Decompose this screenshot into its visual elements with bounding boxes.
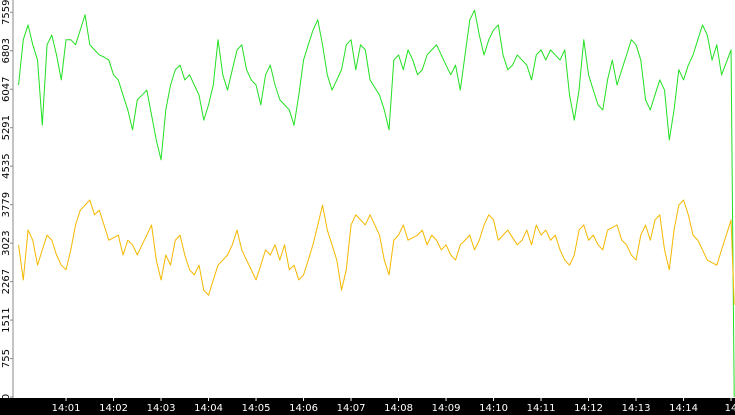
x-tick-label: 14:07 — [337, 403, 366, 414]
x-tick-label: 14:10 — [479, 403, 508, 414]
x-tick-label: 14:09 — [432, 403, 461, 414]
x-tick-label: 14:11 — [527, 403, 556, 414]
y-tick-label: 7559 — [1, 0, 12, 25]
y-tick-label: 1511 — [1, 307, 12, 332]
x-tick-label: 14:12 — [574, 403, 603, 414]
y-tick-label: 3023 — [1, 230, 12, 255]
y-tick-label: 5291 — [1, 115, 12, 140]
x-tick-label: 14:13 — [622, 403, 651, 414]
x-tick-label: 14:06 — [289, 403, 318, 414]
y-tick-label: 6803 — [1, 38, 12, 63]
x-tick-label: 14:02 — [99, 403, 128, 414]
y-tick-label: 755 — [1, 349, 12, 368]
x-tick-label: 14:05 — [242, 403, 271, 414]
x-tick-label: 14:14 — [669, 403, 698, 414]
x-tick-label: 14:08 — [384, 403, 413, 414]
series-line — [18, 199, 735, 305]
y-tick-label: 3779 — [1, 192, 12, 217]
x-tick-label: 14:04 — [194, 403, 223, 414]
y-tick-label: 4535 — [1, 153, 12, 178]
x-tick-label: 14 — [725, 403, 735, 414]
x-tick-label: 14:03 — [147, 403, 176, 414]
x-tick-label: 14:01 — [52, 403, 81, 414]
y-tick-label: 6047 — [1, 76, 12, 101]
series-line — [18, 9, 735, 398]
x-axis-bar — [0, 398, 735, 415]
y-tick-label: 0 — [1, 394, 12, 400]
y-tick-label: 2267 — [1, 269, 12, 294]
